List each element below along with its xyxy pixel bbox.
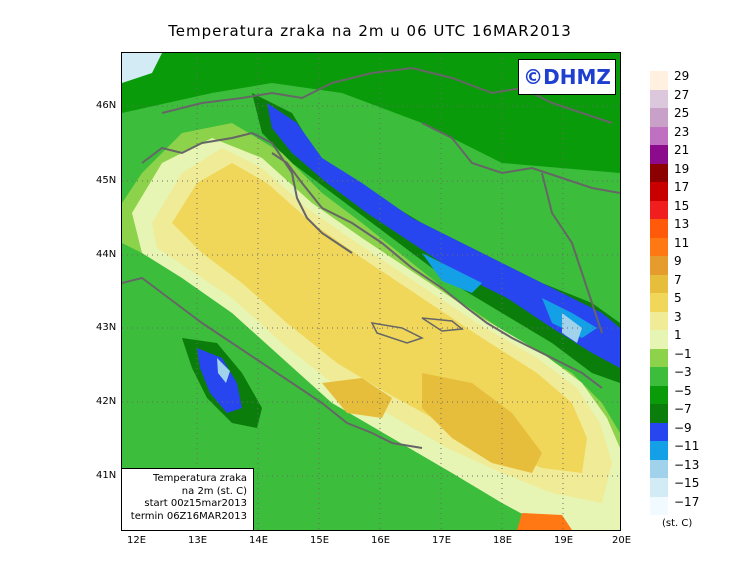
legend-swatch	[650, 274, 668, 293]
legend-swatch	[650, 348, 668, 367]
legend-label: −1	[674, 346, 692, 361]
info-line-1: Temperatura zraka	[153, 473, 247, 484]
legend-label: −17	[674, 494, 700, 509]
info-line-2: na 2m (st. C)	[181, 485, 247, 497]
legend-swatch	[650, 108, 668, 127]
legend-swatch	[650, 89, 668, 108]
lon-label-14e: 14E	[249, 535, 269, 546]
legend-swatch	[650, 71, 668, 90]
legend-swatch	[650, 182, 668, 201]
legend-swatch	[650, 422, 668, 441]
legend-label: 5	[674, 291, 682, 305]
dhmz-logo: ©DHMZ	[518, 59, 616, 95]
legend-swatch	[650, 385, 668, 404]
legend-label: −13	[674, 457, 700, 472]
info-line-4: termin 06Z16MAR2013	[130, 510, 247, 522]
lat-label-46n: 46N	[96, 100, 117, 111]
lat-label-45n: 45N	[96, 175, 117, 186]
legend-label: 13	[674, 217, 690, 231]
lat-label-43n: 43N	[96, 322, 117, 333]
legend-swatch	[650, 459, 668, 478]
legend-swatch	[650, 441, 668, 460]
lon-label-13e: 13E	[188, 535, 208, 546]
legend-label: −3	[674, 365, 692, 379]
legend-label: 1	[674, 328, 682, 342]
legend-label: 9	[674, 254, 682, 268]
legend-label: 19	[674, 161, 690, 176]
legend-swatch	[650, 219, 668, 238]
legend-label: 11	[674, 235, 690, 250]
legend-swatch	[650, 367, 668, 386]
legend-swatch	[650, 293, 668, 312]
legend-swatch	[650, 496, 668, 515]
lon-label-17e: 17E	[432, 535, 452, 546]
legend-label: 3	[674, 309, 682, 324]
lon-label-12e: 12E	[127, 535, 147, 546]
legend-swatch	[650, 200, 668, 219]
lat-label-44n: 44N	[96, 249, 117, 260]
legend-swatch	[650, 256, 668, 275]
legend-swatch	[650, 478, 668, 497]
legend-label: 29	[674, 69, 690, 83]
lat-label-41n: 41N	[96, 470, 117, 481]
legend-swatch	[650, 163, 668, 182]
legend-swatch	[650, 237, 668, 256]
map-title: Temperatura zraka na 2m u 06 UTC 16MAR20…	[168, 22, 572, 40]
legend-label: 27	[674, 87, 690, 102]
temperature-map: ©DHMZ Temperatura zraka na 2m (st. C) st…	[121, 52, 621, 531]
legend-swatch	[650, 126, 668, 145]
temperature-field	[122, 53, 620, 530]
legend-label: −15	[674, 476, 700, 490]
lat-label-42n: 42N	[96, 396, 117, 407]
lon-label-18e: 18E	[493, 535, 513, 546]
legend-label: 7	[674, 272, 682, 287]
lon-label-16e: 16E	[371, 535, 391, 546]
legend-label: 23	[674, 124, 690, 139]
legend-unit: (st. C)	[662, 518, 693, 529]
legend-label: 17	[674, 180, 690, 194]
legend-swatch	[650, 145, 668, 164]
lon-label-19e: 19E	[554, 535, 574, 546]
legend-label: −11	[674, 439, 700, 453]
legend-swatch	[650, 311, 668, 330]
legend-label: −5	[674, 383, 692, 398]
legend-label: 21	[674, 143, 690, 157]
legend-label: 25	[674, 106, 690, 120]
legend-label: −7	[674, 402, 692, 416]
legend-label: 15	[674, 198, 690, 213]
lon-label-20e: 20E	[612, 535, 632, 546]
legend-swatch	[650, 330, 668, 349]
legend-swatch	[650, 404, 668, 423]
lon-label-15e: 15E	[310, 535, 330, 546]
legend-label: −9	[674, 420, 692, 435]
forecast-info-box: Temperatura zraka na 2m (st. C) start 00…	[122, 468, 254, 530]
info-line-3: start 00z15mar2013	[144, 498, 247, 509]
